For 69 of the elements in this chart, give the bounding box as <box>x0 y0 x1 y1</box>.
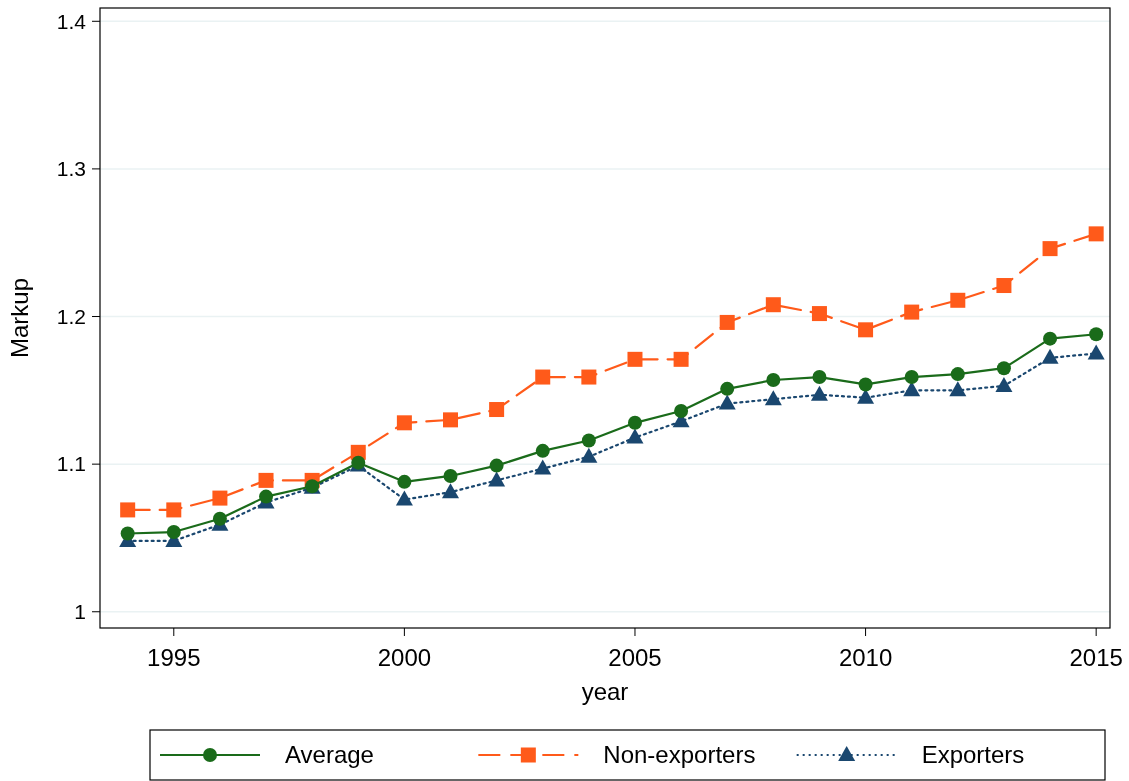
point <box>166 525 181 540</box>
point <box>995 376 1013 392</box>
point <box>764 390 782 406</box>
point <box>627 415 642 430</box>
point <box>858 377 873 392</box>
point <box>212 490 228 506</box>
point <box>166 502 182 518</box>
point <box>1089 327 1104 342</box>
point <box>581 369 597 385</box>
point <box>443 412 458 428</box>
legend-label: Non-exporters <box>603 741 756 769</box>
point <box>812 370 827 385</box>
point <box>766 373 781 387</box>
x-tick-label: 2000 <box>377 644 432 671</box>
point <box>395 490 413 506</box>
point <box>534 459 552 475</box>
point <box>811 306 827 322</box>
y-tick-label: 1.2 <box>56 304 86 328</box>
point <box>212 511 227 526</box>
point <box>1088 226 1104 242</box>
point <box>950 367 965 382</box>
legend-label: Average <box>285 741 374 769</box>
x-tick-label: 2010 <box>838 644 893 671</box>
y-tick-label: 1 <box>74 600 86 624</box>
y-tick-label: 1.4 <box>56 9 87 33</box>
point <box>904 370 919 385</box>
point <box>1043 331 1058 346</box>
x-tick-label: 1995 <box>147 644 201 671</box>
point <box>858 322 874 338</box>
point <box>950 292 966 308</box>
point <box>258 472 274 488</box>
point <box>719 314 735 330</box>
x-tick-label: 2005 <box>608 644 662 671</box>
point <box>949 381 967 397</box>
y-axis-title: Markup <box>6 277 33 359</box>
point <box>720 381 735 396</box>
point <box>489 402 505 418</box>
x-tick-label: 2015 <box>1069 644 1123 671</box>
point <box>996 361 1011 376</box>
point <box>259 489 274 504</box>
point <box>1041 348 1059 364</box>
y-tick-label: 1.1 <box>56 452 86 476</box>
point <box>120 502 136 518</box>
point <box>626 428 644 444</box>
point <box>1087 344 1105 360</box>
point <box>903 381 921 397</box>
y-tick-label: 1.3 <box>56 157 86 181</box>
point <box>996 278 1012 294</box>
point <box>810 385 828 401</box>
point <box>673 351 689 367</box>
point <box>627 351 643 367</box>
point <box>489 458 504 473</box>
point <box>397 474 412 489</box>
point <box>580 447 598 463</box>
point <box>581 433 596 448</box>
x-axis-title: year <box>581 678 629 705</box>
point <box>120 526 135 541</box>
point <box>1042 241 1058 257</box>
point <box>488 471 506 487</box>
point <box>535 369 551 385</box>
point <box>765 297 781 313</box>
legend-label: Exporters <box>921 741 1025 769</box>
point <box>904 304 920 320</box>
point <box>442 483 459 499</box>
point <box>535 443 550 458</box>
point <box>396 415 412 431</box>
point <box>718 394 736 410</box>
point <box>443 468 458 483</box>
point <box>674 404 689 418</box>
